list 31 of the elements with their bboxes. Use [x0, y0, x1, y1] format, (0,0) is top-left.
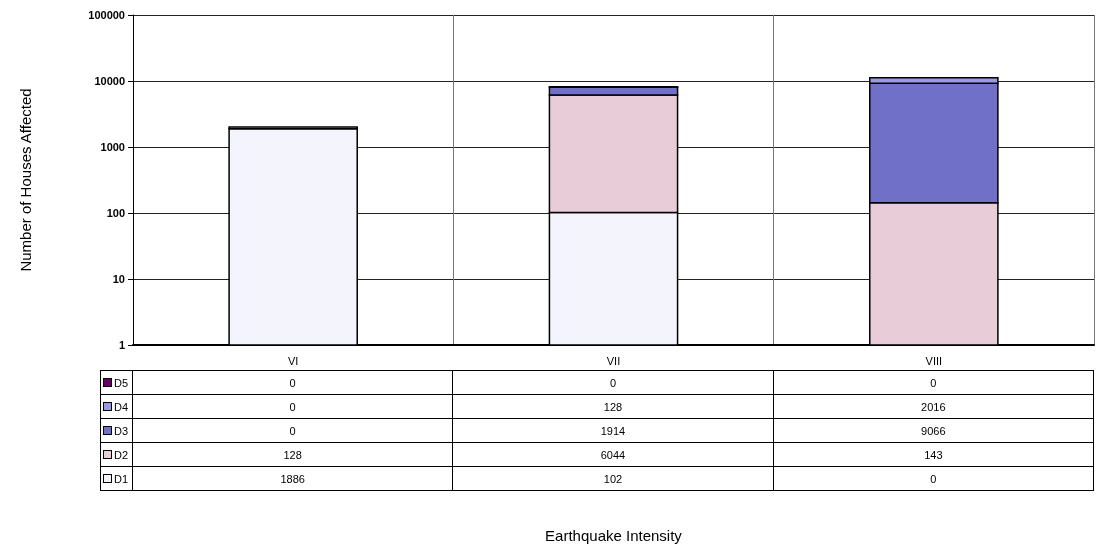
x-tick-label: VII: [606, 354, 621, 367]
legend-label: D1: [100, 466, 133, 491]
legend-label: D3: [100, 418, 133, 443]
data-label: 6044: [452, 442, 774, 467]
x-tick-label: VI: [287, 354, 299, 367]
data-label: 128: [132, 442, 453, 467]
data-label: 9066: [773, 418, 1094, 443]
data-label: 143: [773, 442, 1094, 467]
data-label: 2016: [773, 394, 1094, 419]
x-tick-label: VIII: [925, 354, 943, 367]
y-axis-title: Number of Houses Affected: [17, 88, 34, 272]
text: 0: [609, 376, 617, 389]
text: Earthquake Intensity: [544, 527, 683, 544]
data-label: 1886: [132, 466, 453, 491]
data-label: 128: [452, 394, 774, 419]
text: 0: [289, 400, 296, 413]
y-tick-label: 1: [118, 339, 125, 351]
legend-label: D2: [100, 442, 133, 467]
text: 0: [289, 424, 296, 437]
legend-label: D4: [100, 394, 133, 419]
text: 0: [930, 472, 937, 485]
y-tick-label: 100000: [88, 9, 125, 21]
y-tick-label: 1000: [100, 141, 125, 153]
data-label: 1914: [452, 418, 774, 443]
y-tick-label: 10: [112, 273, 125, 285]
legend-label: D5: [100, 370, 133, 395]
y-tick-label: 100: [106, 207, 125, 219]
data-label: 102: [452, 466, 774, 491]
text: 0: [930, 376, 937, 389]
text: 0: [289, 376, 296, 389]
y-tick-label: 10000: [94, 75, 125, 87]
